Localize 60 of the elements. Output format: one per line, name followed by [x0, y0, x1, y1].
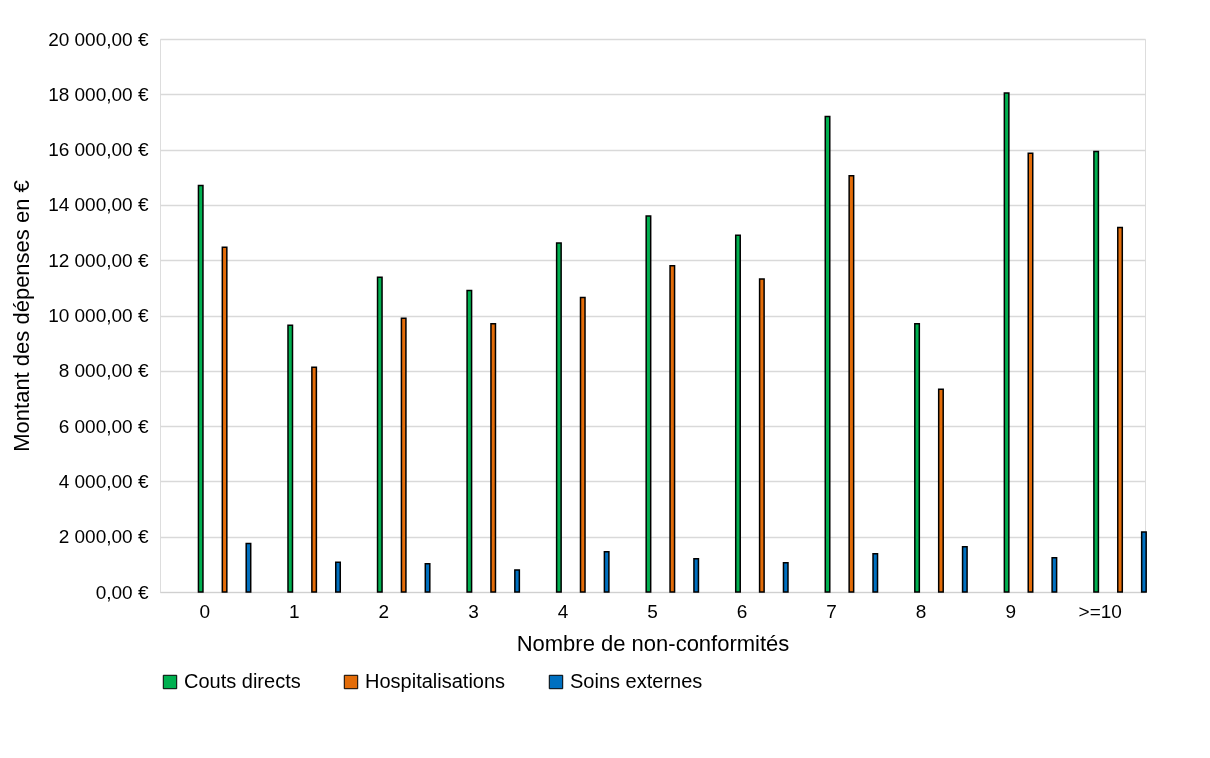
y-axis-title: Montant des dépenses en €	[9, 180, 35, 452]
y-tick-label: 18 000,00 €	[48, 83, 149, 105]
y-tick-label: 8 000,00 €	[58, 360, 149, 382]
y-tick-label: 12 000,00 €	[48, 249, 149, 271]
y-tick-label: 2 000,00 €	[58, 526, 149, 548]
bar	[221, 246, 228, 593]
bar	[555, 242, 562, 593]
x-tick-label: 2	[378, 600, 390, 622]
bar	[376, 276, 383, 593]
bar	[466, 289, 473, 593]
y-tick-label: 0,00 €	[95, 581, 149, 603]
bar	[824, 115, 831, 593]
legend-label: Soins externes	[570, 670, 703, 692]
bar	[335, 561, 342, 593]
bar	[579, 296, 586, 593]
bar	[734, 234, 741, 593]
bar	[287, 324, 294, 593]
x-tick-label: 1	[289, 600, 300, 622]
bar	[645, 215, 652, 593]
bar	[937, 388, 944, 593]
x-tick-label: 7	[826, 600, 837, 622]
y-tick-label: 14 000,00 €	[48, 194, 149, 216]
bar	[1003, 92, 1010, 593]
bar	[848, 175, 855, 593]
y-tick-label: 20 000,00 €	[48, 28, 149, 50]
bar	[603, 550, 610, 593]
legend-label: Hospitalisations	[365, 670, 506, 692]
y-tick-label: 4 000,00 €	[58, 470, 149, 492]
x-tick-label: 3	[468, 600, 479, 622]
x-tick-label: 4	[557, 600, 569, 622]
x-tick-label: >=10	[1078, 600, 1122, 622]
bar	[669, 264, 676, 593]
bar	[514, 569, 521, 593]
bar	[1027, 152, 1034, 593]
x-tick-label: 6	[736, 600, 748, 622]
x-tick-label: 8	[915, 600, 927, 622]
bar	[1117, 226, 1124, 593]
x-axis-title: Nombre de non-conformités	[516, 630, 790, 656]
bar	[961, 545, 968, 593]
bar	[197, 184, 204, 593]
bar	[782, 561, 789, 593]
bar	[245, 542, 252, 593]
bar	[914, 323, 921, 593]
bar	[693, 558, 700, 593]
y-tick-label: 6 000,00 €	[58, 415, 149, 437]
y-tick-label: 10 000,00 €	[48, 305, 149, 326]
bar	[1140, 531, 1147, 593]
x-tick-label: 5	[647, 600, 658, 622]
legend-label: Couts directs	[184, 670, 301, 692]
x-tick-label: 9	[1005, 600, 1016, 622]
x-tick-label: 0	[199, 600, 211, 622]
bar	[400, 317, 407, 593]
bar	[872, 553, 879, 593]
bar	[490, 323, 497, 593]
bar	[311, 366, 318, 593]
bar	[1093, 150, 1100, 593]
y-tick-label: 16 000,00 €	[48, 139, 149, 161]
bar	[424, 563, 431, 593]
bar	[758, 278, 765, 593]
bar	[1051, 556, 1058, 593]
